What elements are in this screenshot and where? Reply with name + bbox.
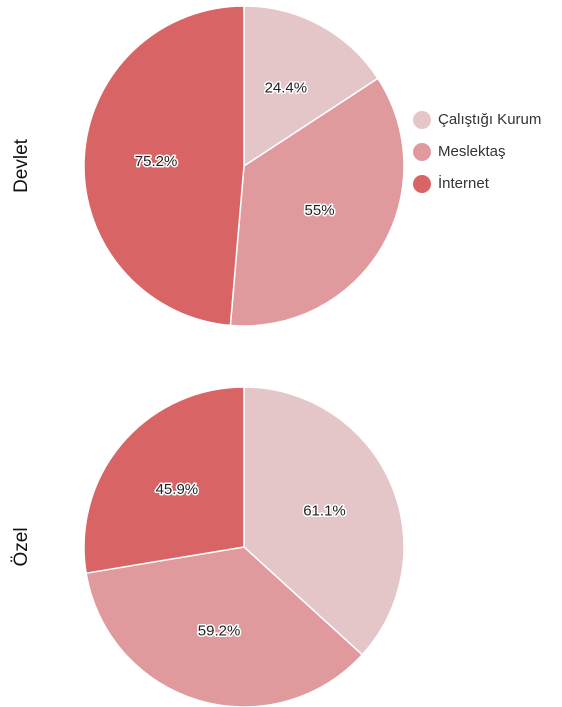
legend-swatch — [413, 143, 431, 161]
pie-slice — [243, 386, 405, 656]
legend-swatch — [413, 111, 431, 129]
legend-swatch — [413, 175, 431, 193]
legend-label: İnternet — [438, 174, 490, 192]
chart-title: Devlet — [11, 138, 32, 193]
value-label: 24.4% — [265, 80, 308, 97]
value-label: 55% — [305, 202, 335, 219]
value-label: 45.9% — [156, 481, 199, 498]
pie-slice — [85, 546, 364, 707]
legend-label: Çalıştığı Kurum — [438, 111, 541, 128]
legend-label: Meslektaş — [438, 143, 506, 160]
pie-slice — [229, 77, 405, 327]
pie-slice — [83, 5, 245, 327]
pie-slice — [83, 386, 245, 575]
value-label: 59.2% — [198, 622, 241, 639]
value-label: 61.1% — [303, 502, 346, 519]
chart-title: Özel — [11, 527, 32, 566]
pie-slice — [243, 5, 379, 168]
value-label: 75.2% — [135, 153, 178, 170]
